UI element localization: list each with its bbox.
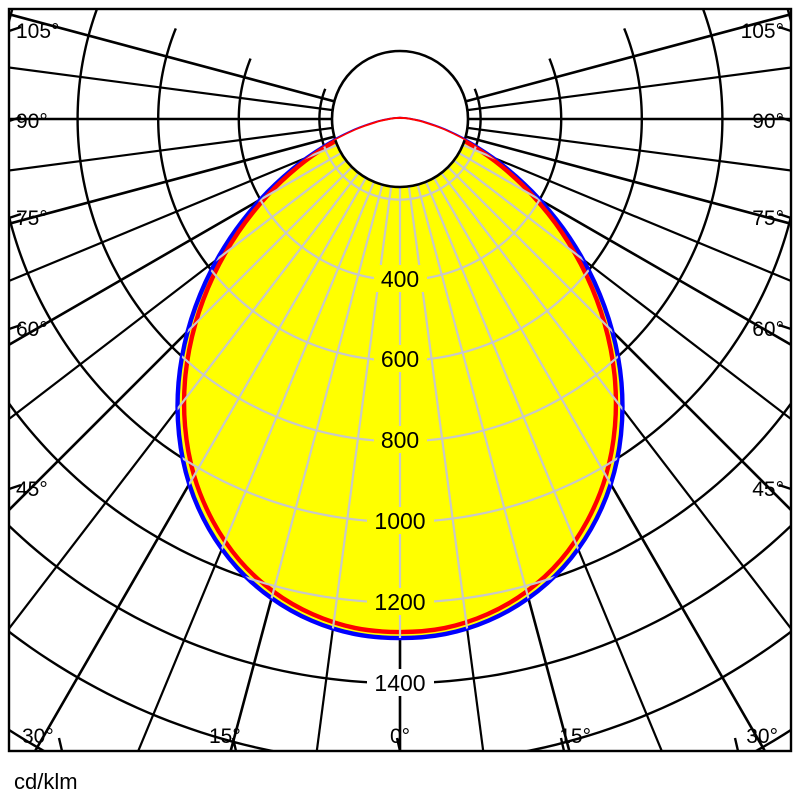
tick-right-45 (778, 483, 792, 491)
tick-right-60 (778, 323, 792, 331)
meridian--60deg (9, 151, 342, 347)
tick-left-105 (8, 25, 22, 33)
inner-meridian-22.5deg (398, 119, 623, 639)
tick-bottom-15b (559, 737, 566, 752)
radial-label-1200: 1200 (374, 589, 425, 615)
inner-meridian-30deg (399, 119, 623, 639)
inner-meridian-45deg (399, 119, 623, 639)
inner-meridian-15deg (398, 119, 623, 639)
meridian-52.5deg (453, 159, 791, 421)
tick-left-60 (8, 323, 22, 331)
radial-label-400: 400 (381, 266, 419, 292)
inner-meridian-37.5deg (399, 119, 623, 639)
chart-frame-border (7, 7, 793, 753)
tick-right-90 (778, 115, 792, 123)
meridian-105deg (465, 12, 791, 103)
tick-right-105 (778, 25, 792, 33)
inner-meridian-52.5deg (399, 119, 623, 639)
meridian-82.5deg (467, 126, 791, 172)
radial-label-800: 800 (381, 427, 419, 453)
meridian--67.5deg (9, 144, 338, 283)
tick-bottom-30 (57, 737, 64, 752)
angle-label-left-45: 45° (16, 478, 48, 501)
inner-meridian--37.5deg (177, 119, 401, 639)
angle-label-right-45: 45° (752, 478, 784, 501)
angle-label-right-105: 105° (741, 20, 784, 43)
radial-tick-labels: 400 600 800 1000 1200 1400 (367, 265, 434, 696)
angle-label-left-60: 60° (16, 318, 48, 341)
angle-label-right-90: 90° (752, 110, 784, 133)
tick-bottom-15 (231, 737, 238, 752)
angle-label-right-75: 75° (752, 207, 784, 230)
tick-right-75 (778, 212, 792, 220)
meridian--105deg (9, 12, 335, 103)
axis-tick-marks (8, 25, 792, 752)
tick-left-75 (8, 212, 22, 220)
meridian-60deg (458, 151, 791, 347)
inner-meridian--15deg (177, 119, 402, 639)
tick-left-45 (8, 483, 22, 491)
inner-meridian--30deg (177, 119, 401, 639)
radial-label-1000: 1000 (374, 508, 425, 534)
meridian-67.5deg (462, 144, 791, 283)
angle-label-bottom-right-15: 15° (559, 725, 591, 748)
unit-label: cd/klm (14, 769, 78, 794)
radial-label-backer-1400 (367, 669, 434, 696)
angle-label-bottom-right-30: 30° (746, 725, 778, 748)
radial-label-backer-600 (374, 345, 427, 372)
radial-label-backer-1000 (367, 507, 434, 534)
tick-bottom-0 (395, 737, 402, 752)
angle-label-bottom-left-30: 30° (22, 725, 54, 748)
angle-label-left-105: 105° (16, 20, 59, 43)
meridian-75deg (465, 135, 791, 226)
radial-label-1400: 1400 (374, 670, 425, 696)
angle-label-bottom-left-15: 15° (209, 725, 241, 748)
tick-left-90 (8, 115, 22, 123)
radial-label-backer-400 (374, 265, 427, 292)
inner-meridian--22.5deg (177, 119, 402, 639)
inner-hub-mask (330, 119, 470, 189)
radial-label-600: 600 (381, 346, 419, 372)
angle-label-left-90: 90° (16, 110, 48, 133)
tick-bottom-30b (733, 737, 740, 752)
meridian--97.5deg (9, 66, 333, 112)
inner-meridian--7.5deg (220, 119, 402, 639)
meridian-97.5deg (467, 66, 791, 112)
inner-meridian--52.5deg (177, 119, 401, 639)
angle-label-bottom-center-0: 0° (390, 725, 410, 748)
angle-label-right-60: 60° (752, 318, 784, 341)
inner-meridian--45deg (177, 119, 401, 639)
radial-label-backer-800 (374, 426, 427, 453)
inner-meridian-7.5deg (398, 119, 580, 639)
radial-label-backer-1200 (367, 588, 434, 615)
meridian--75deg (9, 135, 335, 226)
meridian--52.5deg (9, 159, 347, 421)
angle-label-left-75: 75° (16, 207, 48, 230)
meridian--82.5deg (9, 126, 333, 172)
